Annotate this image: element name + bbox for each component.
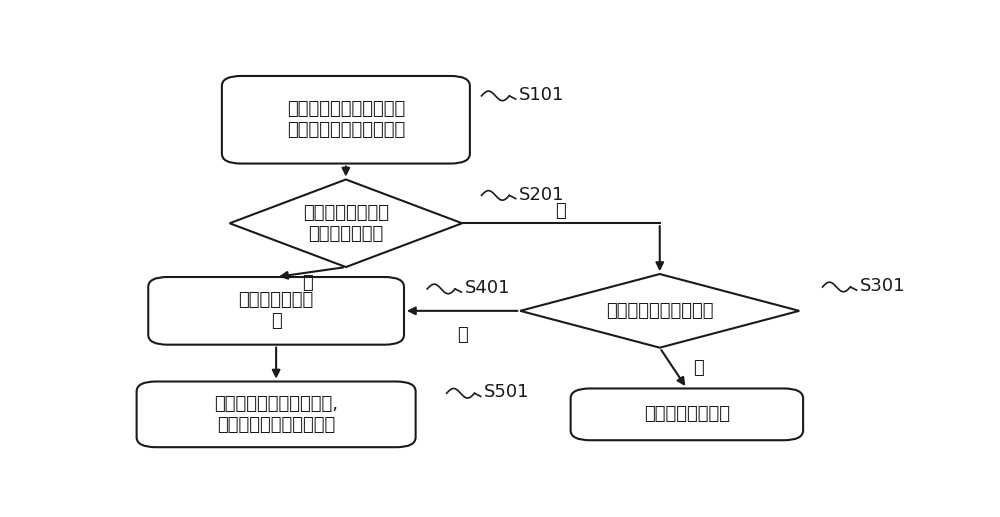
Text: S401: S401 xyxy=(464,279,510,297)
Text: 座椅承受力小于所
述预设重力阈值: 座椅承受力小于所 述预设重力阈值 xyxy=(303,204,389,242)
Polygon shape xyxy=(520,274,799,347)
Text: S201: S201 xyxy=(519,186,564,204)
Polygon shape xyxy=(230,179,462,267)
Text: 否: 否 xyxy=(556,202,566,220)
FancyBboxPatch shape xyxy=(137,382,416,447)
Text: 副驾驶乘客是否在休息: 副驾驶乘客是否在休息 xyxy=(606,302,714,320)
Text: S501: S501 xyxy=(484,384,529,402)
Text: 否: 否 xyxy=(693,359,704,376)
FancyBboxPatch shape xyxy=(222,76,470,163)
FancyBboxPatch shape xyxy=(148,277,404,345)
Text: S301: S301 xyxy=(860,277,905,295)
Text: 是: 是 xyxy=(457,326,467,344)
Text: 是: 是 xyxy=(302,274,312,292)
Text: 关闭副驾驶显示
屏: 关闭副驾驶显示 屏 xyxy=(239,292,314,330)
Text: S101: S101 xyxy=(519,86,564,104)
FancyBboxPatch shape xyxy=(571,388,803,440)
Text: 开启副驾驶显示屏: 开启副驾驶显示屏 xyxy=(644,405,730,423)
Text: 所述车辆外部的光照强度
小于一预设光照强度阈值: 所述车辆外部的光照强度 小于一预设光照强度阈值 xyxy=(287,100,405,139)
Text: 驱动扬声器进行声音播报,
仪表显示屏进行文字提示: 驱动扬声器进行声音播报, 仪表显示屏进行文字提示 xyxy=(214,395,338,434)
